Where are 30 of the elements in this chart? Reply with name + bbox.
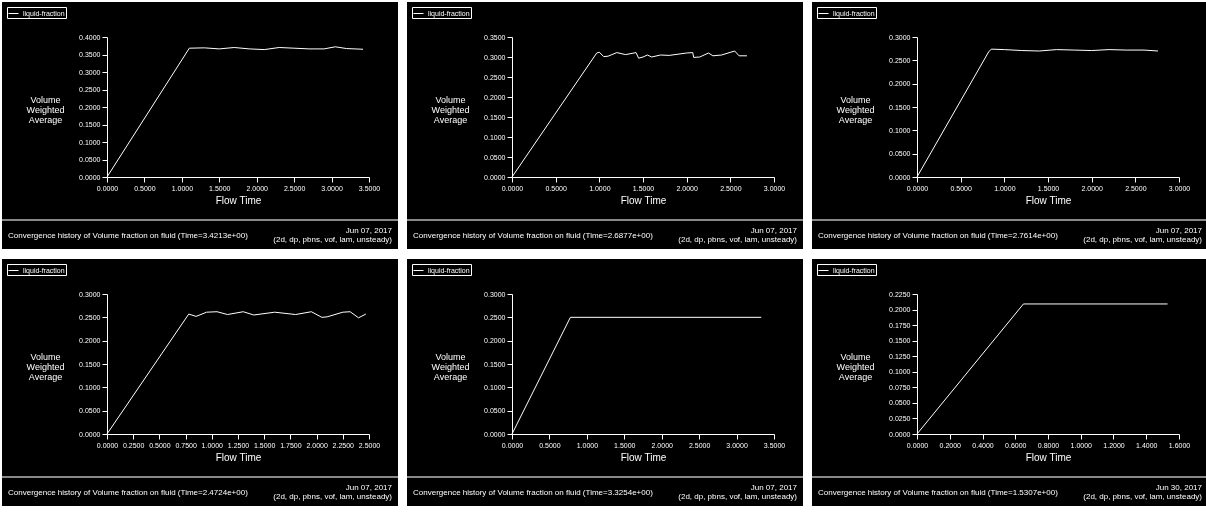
text: Jun 07, 2017 — [345, 226, 392, 235]
text: Convergence history of Volume fraction on fluid (Time=2.4724e+00) — [8, 488, 248, 497]
x-axis-title: Flow Time — [215, 194, 262, 206]
y-axis-title: Volume Weighted Average — [836, 351, 875, 382]
text: (2d, dp, pbns, vof, lam, unsteady) — [273, 235, 392, 244]
y-axis-title: Volume Weighted Average — [26, 94, 65, 125]
y-axis-title: Volume Weighted Average — [836, 94, 875, 125]
text: Jun 07, 2017 — [750, 483, 797, 492]
text: (2d, dp, pbns, vof, lam, unsteady) — [1083, 235, 1202, 244]
text: Jun 07, 2017 — [345, 483, 392, 492]
y-axis-title: Volume Weighted Average — [431, 94, 470, 125]
x-axis-title: Flow Time — [1025, 451, 1072, 463]
text: Convergence history of Volume fraction on fluid (Time=2.7614e+00) — [818, 231, 1058, 240]
x-axis-title: Flow Time — [620, 451, 667, 463]
text: (2d, dp, pbns, vof, lam, unsteady) — [678, 492, 797, 501]
x-axis-title: Flow Time — [215, 451, 262, 463]
text: (2d, dp, pbns, vof, lam, unsteady) — [1083, 492, 1202, 501]
text: (2d, dp, pbns, vof, lam, unsteady) — [678, 235, 797, 244]
text: Jun 07, 2017 — [750, 226, 797, 235]
text: Convergence history of Volume fraction on fluid (Time=3.4213e+00) — [8, 231, 248, 240]
x-axis-title: Flow Time — [620, 194, 667, 206]
y-axis-title: Volume Weighted Average — [431, 351, 470, 382]
text: (2d, dp, pbns, vof, lam, unsteady) — [273, 492, 392, 501]
text: Jun 30, 2017 — [1155, 483, 1202, 492]
y-axis-title: Volume Weighted Average — [26, 351, 65, 382]
text: Convergence history of Volume fraction on fluid (Time=3.3254e+00) — [413, 488, 653, 497]
text: Convergence history of Volume fraction on fluid (Time=2.6877e+00) — [413, 231, 653, 240]
x-axis-title: Flow Time — [1025, 194, 1072, 206]
text: Jun 07, 2017 — [1155, 226, 1202, 235]
text: Convergence history of Volume fraction on fluid (Time=1.5307e+00) — [818, 488, 1058, 497]
